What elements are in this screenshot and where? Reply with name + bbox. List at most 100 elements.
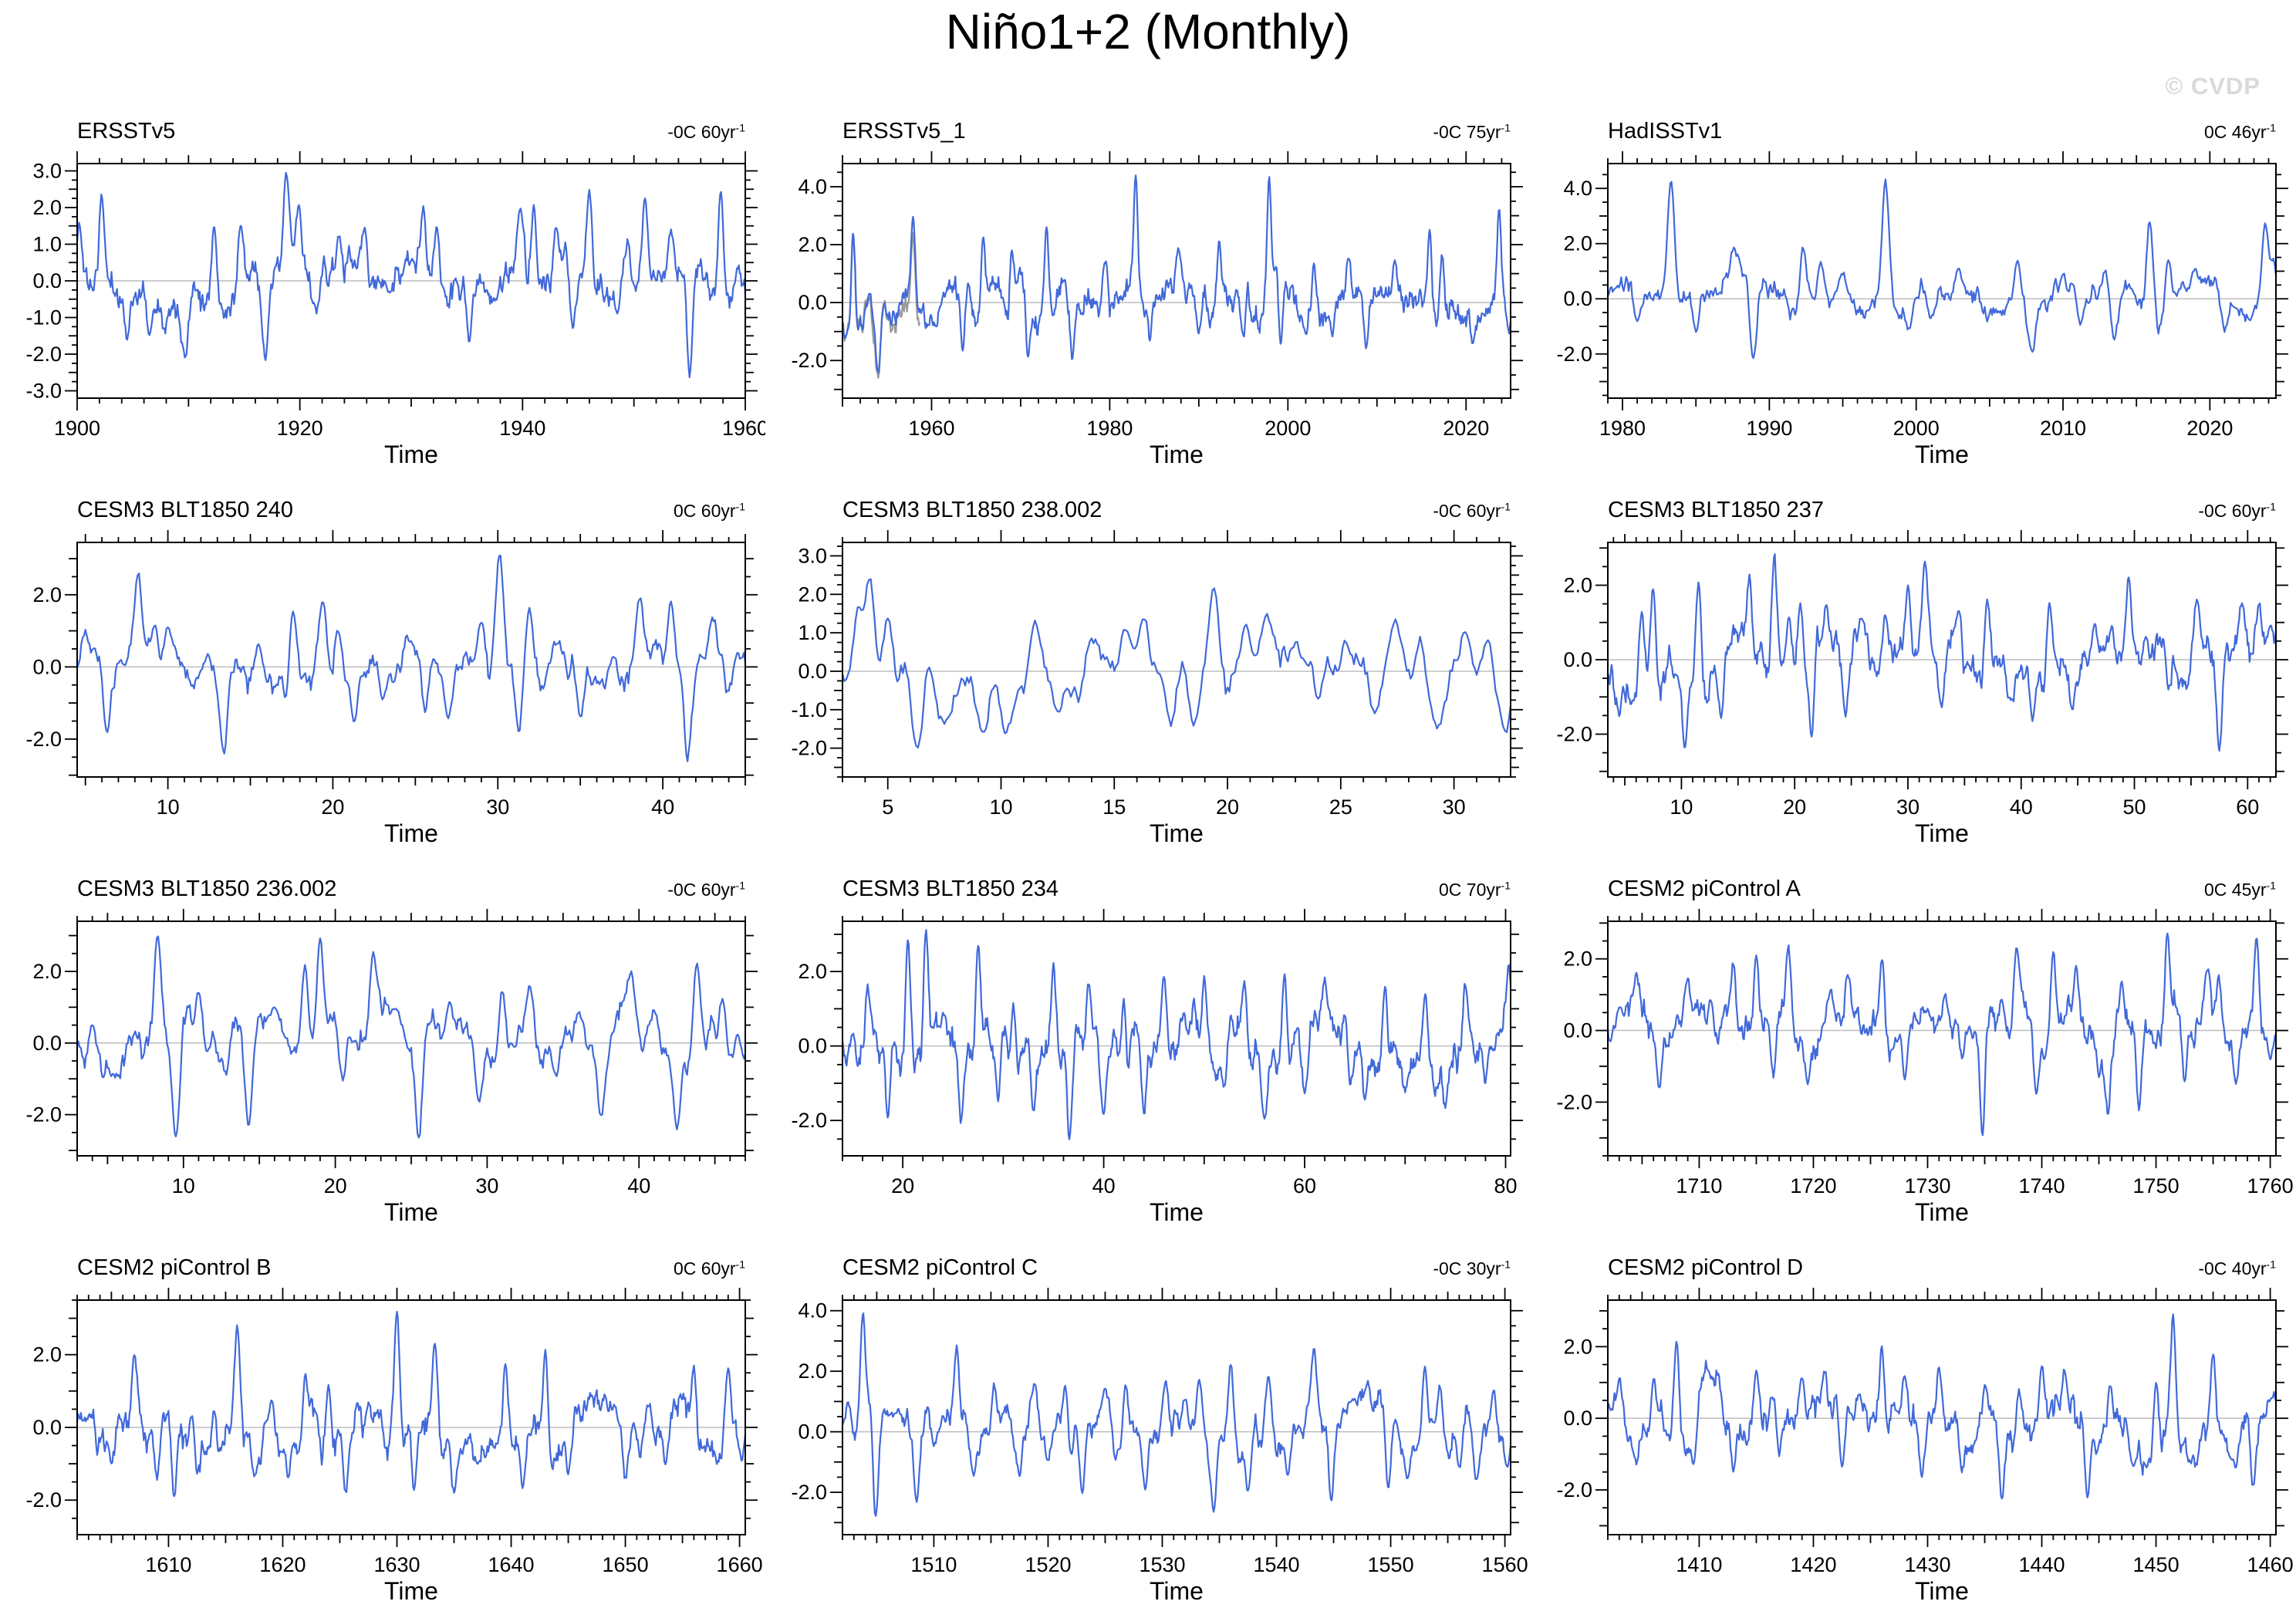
svg-text:0.0: 0.0 <box>798 1035 827 1058</box>
svg-text:1410: 1410 <box>1676 1553 1722 1576</box>
x-axis-label: Time <box>384 1577 438 1605</box>
svg-text:1450: 1450 <box>2133 1553 2180 1576</box>
svg-text:-2.0: -2.0 <box>1556 1478 1592 1501</box>
panel-title: CESM2 piControl D <box>1608 1255 1804 1280</box>
svg-text:1730: 1730 <box>1904 1174 1950 1197</box>
svg-text:2020: 2020 <box>2186 417 2233 440</box>
svg-text:2010: 2010 <box>2040 417 2086 440</box>
svg-text:1980: 1980 <box>1599 417 1646 440</box>
svg-text:-2.0: -2.0 <box>25 728 62 751</box>
timeseries-plot: 1980 1990 2000 2010 2020 -2.0 0.0 2.0 4.0 Time <box>1556 151 2288 468</box>
trend-exponent: -1 <box>735 879 745 892</box>
svg-text:20: 20 <box>891 1174 914 1197</box>
svg-text:2.0: 2.0 <box>798 583 827 606</box>
svg-text:1650: 1650 <box>603 1553 649 1576</box>
svg-text:1720: 1720 <box>1790 1174 1836 1197</box>
svg-text:-2.0: -2.0 <box>791 1481 827 1504</box>
panel-title: CESM3 BLT1850 234 <box>842 877 1059 901</box>
panel-title: CESM3 BLT1850 237 <box>1608 498 1824 522</box>
x-axis-label: Time <box>1915 1198 1969 1226</box>
x-axis-label: Time <box>1915 819 1969 847</box>
trend-annotation: -0C 60yr-1 <box>1433 501 1511 522</box>
svg-text:1530: 1530 <box>1139 1553 1185 1576</box>
svg-text:2.0: 2.0 <box>798 233 827 256</box>
trend-exponent: -1 <box>1501 879 1511 892</box>
panel-title: ERSSTv5 <box>77 119 176 144</box>
panel-hadisstv1: HadISSTv1 0C 46yr-1 1980 1990 2000 2010 2020… <box>1531 116 2296 471</box>
trend-exponent: -1 <box>2266 121 2276 134</box>
trend-exponent: -1 <box>2266 500 2276 513</box>
svg-text:-1.0: -1.0 <box>25 306 62 329</box>
svg-text:30: 30 <box>1443 795 1466 819</box>
panel-cesm2-picontrol-c: CESM2 piControl C -0C 30yr-1 1510 1520 153… <box>765 1252 1531 1607</box>
svg-text:2.0: 2.0 <box>1563 573 1592 596</box>
timeseries-plot: 20 40 60 80 -2.0 0.0 2.0 Time <box>791 909 1523 1226</box>
svg-text:0.0: 0.0 <box>798 1420 827 1444</box>
svg-text:1440: 1440 <box>2018 1553 2065 1576</box>
panel-header: CESM3 BLT1850 234 0C 70yr-1 <box>842 877 1511 902</box>
svg-text:30: 30 <box>475 1174 498 1197</box>
svg-text:-3.0: -3.0 <box>25 380 62 403</box>
svg-text:2.0: 2.0 <box>32 583 62 606</box>
x-axis-label: Time <box>1150 1577 1204 1605</box>
svg-text:0.0: 0.0 <box>1563 1407 1592 1430</box>
svg-text:20: 20 <box>1216 795 1239 819</box>
trend-annotation: -0C 40yr-1 <box>2198 1258 2276 1279</box>
trend-exponent: -1 <box>735 1258 745 1271</box>
svg-text:1750: 1750 <box>2133 1174 2180 1197</box>
svg-text:2.0: 2.0 <box>798 1360 827 1383</box>
svg-text:2000: 2000 <box>1264 417 1311 440</box>
svg-text:1.0: 1.0 <box>32 233 62 256</box>
trend-value: -0C 60yr <box>1433 501 1501 521</box>
panel-title: CESM3 BLT1850 240 <box>77 498 293 522</box>
trend-exponent: -1 <box>1501 500 1511 513</box>
svg-text:2.0: 2.0 <box>798 960 827 983</box>
svg-text:3.0: 3.0 <box>32 160 62 183</box>
panel-title: CESM3 BLT1850 238.002 <box>842 498 1102 522</box>
trend-annotation: 0C 46yr-1 <box>2204 122 2276 143</box>
panel-title: HadISSTv1 <box>1608 119 1723 144</box>
panel-cesm3-blt1850-240: CESM3 BLT1850 240 0C 60yr-1 10 20 30 40 -2.0… <box>0 495 765 850</box>
svg-text:4.0: 4.0 <box>798 175 827 198</box>
svg-text:0.0: 0.0 <box>1563 287 1592 310</box>
svg-text:1550: 1550 <box>1368 1553 1414 1576</box>
svg-text:0.0: 0.0 <box>1563 648 1592 671</box>
svg-text:4.0: 4.0 <box>1563 177 1592 200</box>
svg-text:1710: 1710 <box>1676 1174 1722 1197</box>
svg-text:2.0: 2.0 <box>32 196 62 219</box>
svg-text:10: 10 <box>989 795 1012 819</box>
svg-text:0.0: 0.0 <box>32 1032 62 1055</box>
panel-header: CESM3 BLT1850 236.002 -0C 60yr-1 <box>77 877 745 902</box>
svg-text:2.0: 2.0 <box>32 960 62 983</box>
svg-text:20: 20 <box>1783 795 1806 819</box>
panel-title: ERSSTv5_1 <box>842 119 966 144</box>
panel-ersstv5_1: ERSSTv5_1 -0C 75yr-1 1960 1980 2000 2020 -2.… <box>765 116 1531 471</box>
timeseries-plot: 10 20 30 40 50 60 -2.0 0.0 2.0 Time <box>1556 530 2288 847</box>
trend-annotation: 0C 60yr-1 <box>674 501 745 522</box>
svg-text:1420: 1420 <box>1790 1553 1836 1576</box>
svg-text:1430: 1430 <box>1904 1553 1950 1576</box>
trend-value: 0C 70yr <box>1439 880 1501 900</box>
svg-text:0.0: 0.0 <box>32 269 62 292</box>
svg-text:2.0: 2.0 <box>1563 1335 1592 1358</box>
svg-text:1990: 1990 <box>1746 417 1792 440</box>
panel-header: ERSSTv5_1 -0C 75yr-1 <box>842 119 1511 144</box>
panel-cesm2-picontrol-b: CESM2 piControl B 0C 60yr-1 1610 1620 1630… <box>0 1252 765 1607</box>
trend-annotation: 0C 70yr-1 <box>1439 880 1511 900</box>
timeseries-plot: 1710 1720 1730 1740 1750 1760 -2.0 0.0 2.0 Time <box>1556 909 2294 1226</box>
svg-text:40: 40 <box>651 795 674 819</box>
panel-header: CESM3 BLT1850 240 0C 60yr-1 <box>77 498 745 523</box>
svg-text:0.0: 0.0 <box>32 1416 62 1439</box>
trend-value: -0C 60yr <box>667 880 736 900</box>
svg-text:1510: 1510 <box>910 1553 957 1576</box>
x-axis-label: Time <box>384 1198 438 1226</box>
svg-text:-2.0: -2.0 <box>1556 723 1592 746</box>
svg-text:1980: 1980 <box>1086 417 1133 440</box>
svg-text:25: 25 <box>1329 795 1352 819</box>
svg-text:1920: 1920 <box>277 417 323 440</box>
panel-title: CESM2 piControl C <box>842 1255 1038 1280</box>
timeseries-plot: 10 20 30 40 -2.0 0.0 2.0 Time <box>25 530 758 847</box>
svg-text:-1.0: -1.0 <box>791 698 827 721</box>
svg-text:2.0: 2.0 <box>1563 947 1592 971</box>
svg-text:1560: 1560 <box>1482 1553 1528 1576</box>
